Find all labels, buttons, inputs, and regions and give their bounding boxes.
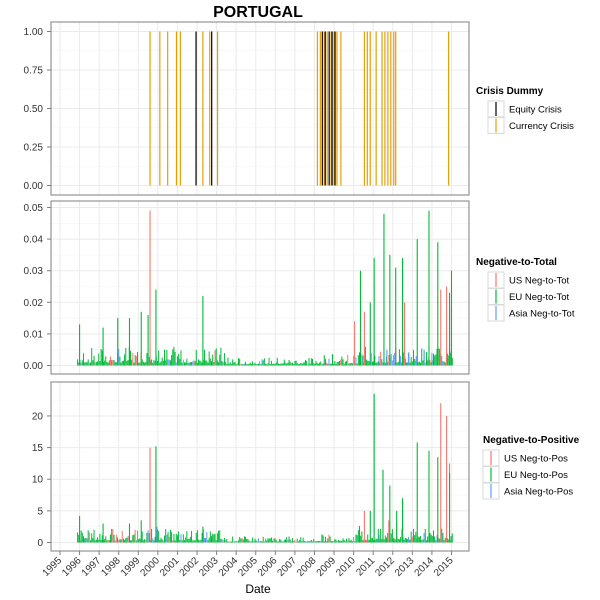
panel-negative-to-positive: 0 5 10 15 20	[32, 381, 470, 552]
legend-title: Negative-to-Positive	[483, 435, 580, 446]
y-tick-label: 10	[32, 475, 44, 486]
y-tick-label: 20	[32, 411, 44, 422]
x-tick-label: 1996	[60, 555, 84, 579]
legend-crisis-dummy: Crisis Dummy Equity Crisis Currency Crisis	[476, 86, 574, 134]
panel-border	[50, 200, 470, 375]
x-tick-label: 2005	[236, 555, 260, 579]
y-tick-label: 1.00	[24, 27, 44, 38]
y-tick-label: 0.02	[24, 298, 44, 309]
x-tick-label: 2013	[393, 555, 417, 579]
x-tick-label: 1997	[80, 555, 104, 579]
x-tick-label: 2009	[315, 555, 339, 579]
legend-title: Negative-to-Total	[476, 257, 557, 268]
chart-title: PORTUGAL	[213, 4, 303, 21]
y-tick-label: 0.03	[24, 266, 44, 277]
x-tick-label: 2015	[432, 555, 456, 579]
x-tick-label: 2003	[197, 555, 221, 579]
legend-label: US Neg-to-Tot	[509, 276, 570, 287]
legend-label: EU Neg-to-Pos	[504, 470, 568, 481]
legend-label: EU Neg-to-Tot	[509, 292, 570, 303]
y-tick-label: 0.04	[24, 235, 44, 246]
x-tick-label: 2001	[158, 555, 182, 579]
y-tick-label: 0.00	[24, 361, 44, 372]
x-tick-label: 2004	[217, 555, 241, 579]
y-tick-label: 5	[37, 506, 43, 517]
panel-background	[51, 201, 469, 374]
x-tick-label: 1995	[41, 555, 65, 579]
panel-border	[50, 21, 470, 196]
legend-label: Asia Neg-to-Tot	[509, 309, 575, 320]
panel-negative-to-total: 0.00 0.01 0.02 0.03 0.04 0.05	[24, 200, 470, 375]
legend-title: Crisis Dummy	[476, 86, 544, 97]
panel-background	[51, 382, 469, 551]
y-tick-label: 15	[32, 443, 44, 454]
y-tick-label: 0.25	[24, 143, 44, 154]
legend-negative-to-positive: Negative-to-Positive US Neg-to-Pos EU Neg-…	[482, 435, 580, 500]
x-tick-label: 2008	[295, 555, 319, 579]
x-tick-label: 2014	[413, 555, 437, 579]
panel-border	[50, 381, 470, 552]
legend-label: US Neg-to-Pos	[504, 454, 568, 465]
y-tick-label: 0.50	[24, 104, 44, 115]
legend-label: Asia Neg-to-Pos	[504, 487, 573, 498]
x-tick-label: 2000	[138, 555, 162, 579]
x-tick-label: 2006	[256, 555, 280, 579]
panel-crisis-dummy: 0.00 0.25 0.50 0.75 1.00	[24, 21, 470, 196]
y-tick-label: 0.75	[24, 66, 44, 77]
x-axis-label: Date	[245, 582, 271, 596]
legend-negative-to-total: Negative-to-Total US Neg-to-Tot EU Neg-to-…	[476, 257, 575, 322]
x-tick-label: 2011	[354, 555, 377, 578]
x-axis: 1995199619971998199920002001200220032004…	[41, 551, 456, 579]
legend-label: Equity Crisis	[509, 105, 562, 116]
y-tick-label: 0.00	[24, 181, 44, 192]
y-tick-label: 0	[37, 538, 43, 549]
x-tick-label: 1999	[119, 555, 143, 579]
legend-label: Currency Crisis	[509, 121, 574, 132]
y-tick-label: 0.01	[24, 329, 44, 340]
y-tick-label: 0.05	[24, 203, 44, 214]
x-tick-label: 2007	[276, 555, 300, 579]
x-tick-label: 2010	[334, 555, 358, 579]
x-tick-label: 1998	[99, 555, 123, 579]
x-tick-label: 2012	[373, 555, 397, 579]
x-tick-label: 2002	[178, 555, 202, 579]
